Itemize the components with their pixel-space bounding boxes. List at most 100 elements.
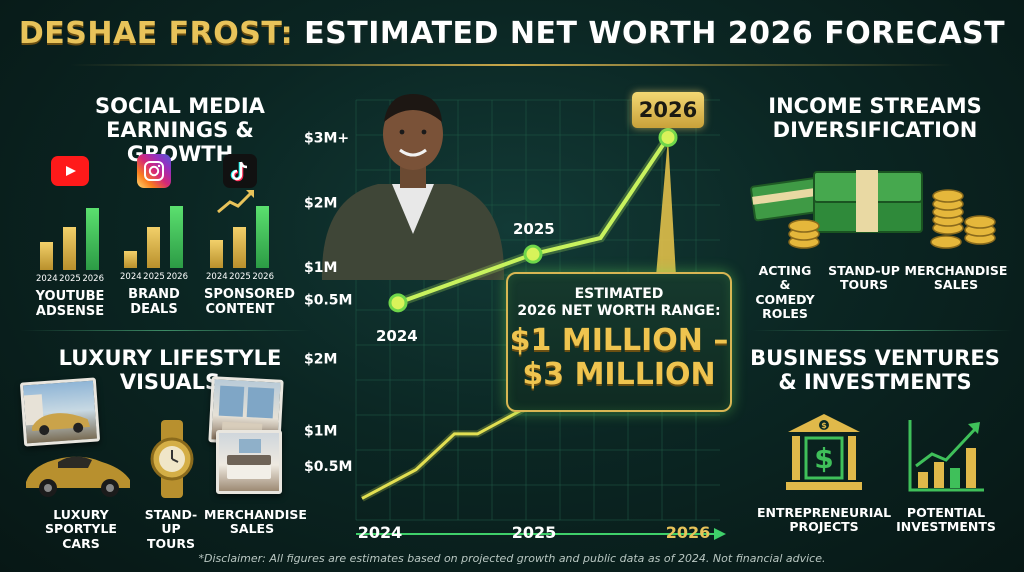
tiktok-label-line2: CONTENT (205, 301, 275, 317)
title-bar: DESHAE FROST: ESTIMATED NET WORTH 2026 F… (0, 0, 1024, 66)
trend-arrow-icon (217, 190, 254, 214)
year-label: 2025 (229, 272, 251, 282)
luxury-cars-label-line2: SPORTYLE CARS (45, 521, 117, 551)
net-worth-line (397, 136, 670, 305)
year-label: 2026 (166, 272, 188, 282)
cash-stack-icon (750, 170, 996, 249)
growth-chart-icon (908, 420, 984, 492)
tiktok-label-line1: SPONSORED (204, 287, 295, 302)
page-title-subject: ESTIMATED NET WORTH 2026 FORECAST (304, 15, 1006, 51)
growth-bar (210, 240, 223, 268)
gold-car-icon (26, 456, 130, 497)
platform-youtube: 2024 2025 2026 YOUTUBE ADSENSE (34, 156, 106, 320)
youtube-label: YOUTUBE ADSENSE (34, 289, 106, 320)
watch-image (144, 420, 200, 498)
social-media-heading-line2: EARNINGS & GROWTH (106, 118, 254, 167)
business-heading-line1: BUSINESS VENTURES (750, 346, 1000, 370)
disclaimer: *Disclaimer: All figures are estimates b… (198, 552, 826, 565)
point-label: 2024 (376, 327, 418, 345)
year-label: 2025 (59, 274, 81, 284)
year-label: 2024 (120, 272, 142, 282)
bedroom-photo (216, 430, 282, 494)
year-label: 2025 (143, 272, 165, 282)
youtube-label-line1: YOUTUBE (35, 289, 105, 304)
income-standup-label: STAND-UP TOURS (826, 263, 902, 293)
y-tick-label: $0.5M (304, 459, 352, 475)
x-tick-label: 2025 (512, 523, 557, 542)
page-title: DESHAE FROST: ESTIMATED NET WORTH 2026 F… (19, 16, 1005, 51)
lux-merch-label-line1: MERCHANDISE (204, 507, 307, 522)
luxury-heading: LUXURY LIFESTYLE VISUALS (40, 346, 300, 394)
social-media-heading: SOCIAL MEDIA EARNINGS & GROWTH (60, 94, 300, 166)
lux-standup-label-line2: TOURS (147, 535, 195, 551)
bank-dollar-icon: $ $ (786, 414, 862, 490)
y-tick-label: $2M (304, 352, 337, 368)
platform-instagram: 2024 2025 2026 BRAND DEALS (118, 154, 190, 318)
lux-merch-label: MERCHANDISE SALES (204, 507, 307, 537)
y-tick-label: $0.5M (304, 293, 352, 309)
income-acting-line1: ACTING & (758, 263, 812, 293)
year-label: 2024 (206, 272, 228, 282)
youtube-growth-chart (34, 206, 106, 270)
tiktok-icon (223, 154, 257, 188)
business-projects-line1: ENTREPRENEURIAL (756, 505, 892, 520)
badge-2026: 2026 (632, 92, 704, 128)
social-media-heading-line1: SOCIAL MEDIA (95, 94, 265, 118)
growth-bar (86, 208, 99, 270)
x-tick-label: 2026 (666, 523, 711, 542)
business-projects-line2: PROJECTS (789, 519, 859, 535)
income-merch-line1: MERCHANDISE (904, 263, 1008, 278)
sports-car-icon (23, 394, 91, 436)
y-tick-label: $3M+ (304, 130, 349, 146)
net-worth-callout: ESTIMATED 2026 NET WORTH RANGE: $1 MILLI… (506, 272, 732, 412)
title-divider (70, 64, 954, 66)
svg-text:$: $ (821, 421, 827, 430)
income-acting-line3: ROLES (762, 306, 808, 322)
growth-bar (233, 227, 246, 268)
luxury-cars-label: LUXURY SPORTYLE CARS (26, 507, 136, 551)
svg-text:$: $ (814, 442, 833, 475)
growth-bar (147, 227, 160, 268)
luxury-heading-line1: LUXURY LIFESTYLE (58, 346, 282, 370)
gold-car-image (22, 438, 134, 500)
growth-bar (63, 227, 76, 270)
instagram-years: 2024 2025 2026 (118, 272, 190, 282)
business-heading: BUSINESS VENTURES & INVESTMENTS (740, 346, 1010, 394)
income-standup-line1: STAND-UP (828, 263, 900, 278)
callout-low-value: $1 MILLION – (509, 322, 729, 358)
growth-bar (170, 206, 183, 268)
income-heading-line2: DIVERSIFICATION (772, 118, 978, 143)
data-point (388, 293, 408, 313)
callout-estimated: ESTIMATED (574, 286, 664, 302)
instagram-icon (137, 154, 171, 188)
lux-standup-label-line1: STAND-UP (144, 507, 198, 537)
x-tick-label: 2024 (358, 523, 403, 542)
lux-merch-label-line2: SALES (229, 521, 275, 537)
instagram-label: BRAND DEALS (118, 287, 190, 318)
income-acting-line2: COMEDY (755, 291, 815, 307)
income-standup-line2: TOURS (840, 277, 888, 293)
income-heading-line1: INCOME STREAMS (768, 94, 982, 118)
business-heading-line2: & INVESTMENTS (778, 370, 972, 395)
year-label: 2024 (36, 274, 58, 284)
data-point (523, 244, 543, 264)
callout-high-value: $3 MILLION (522, 357, 716, 393)
page-title-name: DESHAE FROST: (18, 15, 294, 51)
callout-range-label: 2026 NET WORTH RANGE: (517, 302, 721, 319)
car-photo (19, 377, 101, 447)
business-projects-label: ENTREPRENEURIAL PROJECTS (756, 505, 892, 535)
tiktok-years: 2024 2025 2026 (204, 272, 276, 282)
luxury-cars-label-line1: LUXURY (53, 507, 109, 522)
lux-standup-label: STAND-UP TOURS (136, 507, 206, 551)
instagram-label-line1: BRAND (128, 287, 180, 302)
y-tick-label: $1M (304, 260, 337, 276)
year-label: 2026 (252, 272, 274, 282)
y-tick-label: $2M (304, 195, 337, 211)
income-merch-line2: SALES (933, 277, 979, 293)
growth-bar (40, 242, 53, 270)
luxury-heading-line2: VISUALS (119, 370, 221, 395)
x-axis-arrow-icon (714, 528, 726, 540)
youtube-icon (51, 156, 89, 186)
bed-icon (227, 439, 271, 479)
business-investments-label: POTENTIAL INVESTMENTS (894, 505, 998, 535)
